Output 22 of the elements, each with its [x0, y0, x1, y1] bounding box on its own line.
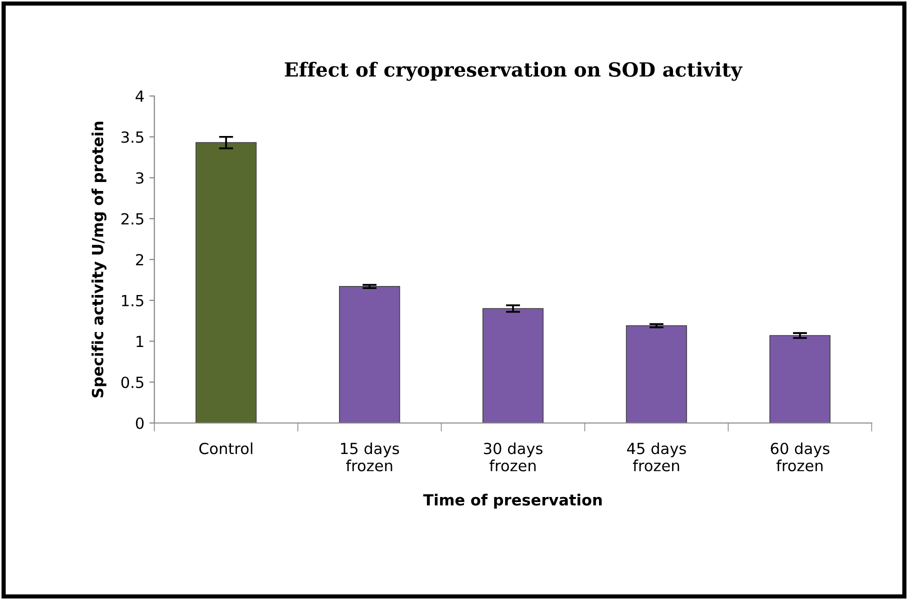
bar [339, 286, 400, 423]
x-tick-label: 30 days frozen [484, 442, 542, 472]
bar [769, 335, 830, 423]
x-tick-label: Control [199, 442, 252, 454]
bar [196, 142, 257, 423]
chart-title: Effect of cryopreservation on SOD activity [284, 62, 743, 81]
y-tick-label: 4 [136, 90, 144, 102]
y-tick-label: 0 [136, 417, 144, 430]
x-axis-title: Time of preservation [423, 494, 602, 509]
x-tick-label: 60 days frozen [770, 442, 830, 472]
y-tick-label: 0.5 [121, 376, 144, 388]
x-tick-label: 15 days frozen [341, 442, 399, 472]
y-axis-title: Specific activity U/mg of protein [92, 122, 106, 398]
bar [626, 325, 688, 423]
y-tick-label: 2.5 [121, 213, 144, 225]
y-tick-label: 1 [136, 336, 144, 348]
x-tick-label: 45 days frozen [627, 442, 686, 472]
bar [482, 308, 544, 423]
y-tick-label: 3.5 [122, 131, 144, 143]
y-tick-label: 3 [136, 172, 144, 184]
y-tick-label: 1.5 [122, 295, 144, 306]
y-tick-label: 2 [136, 254, 144, 266]
